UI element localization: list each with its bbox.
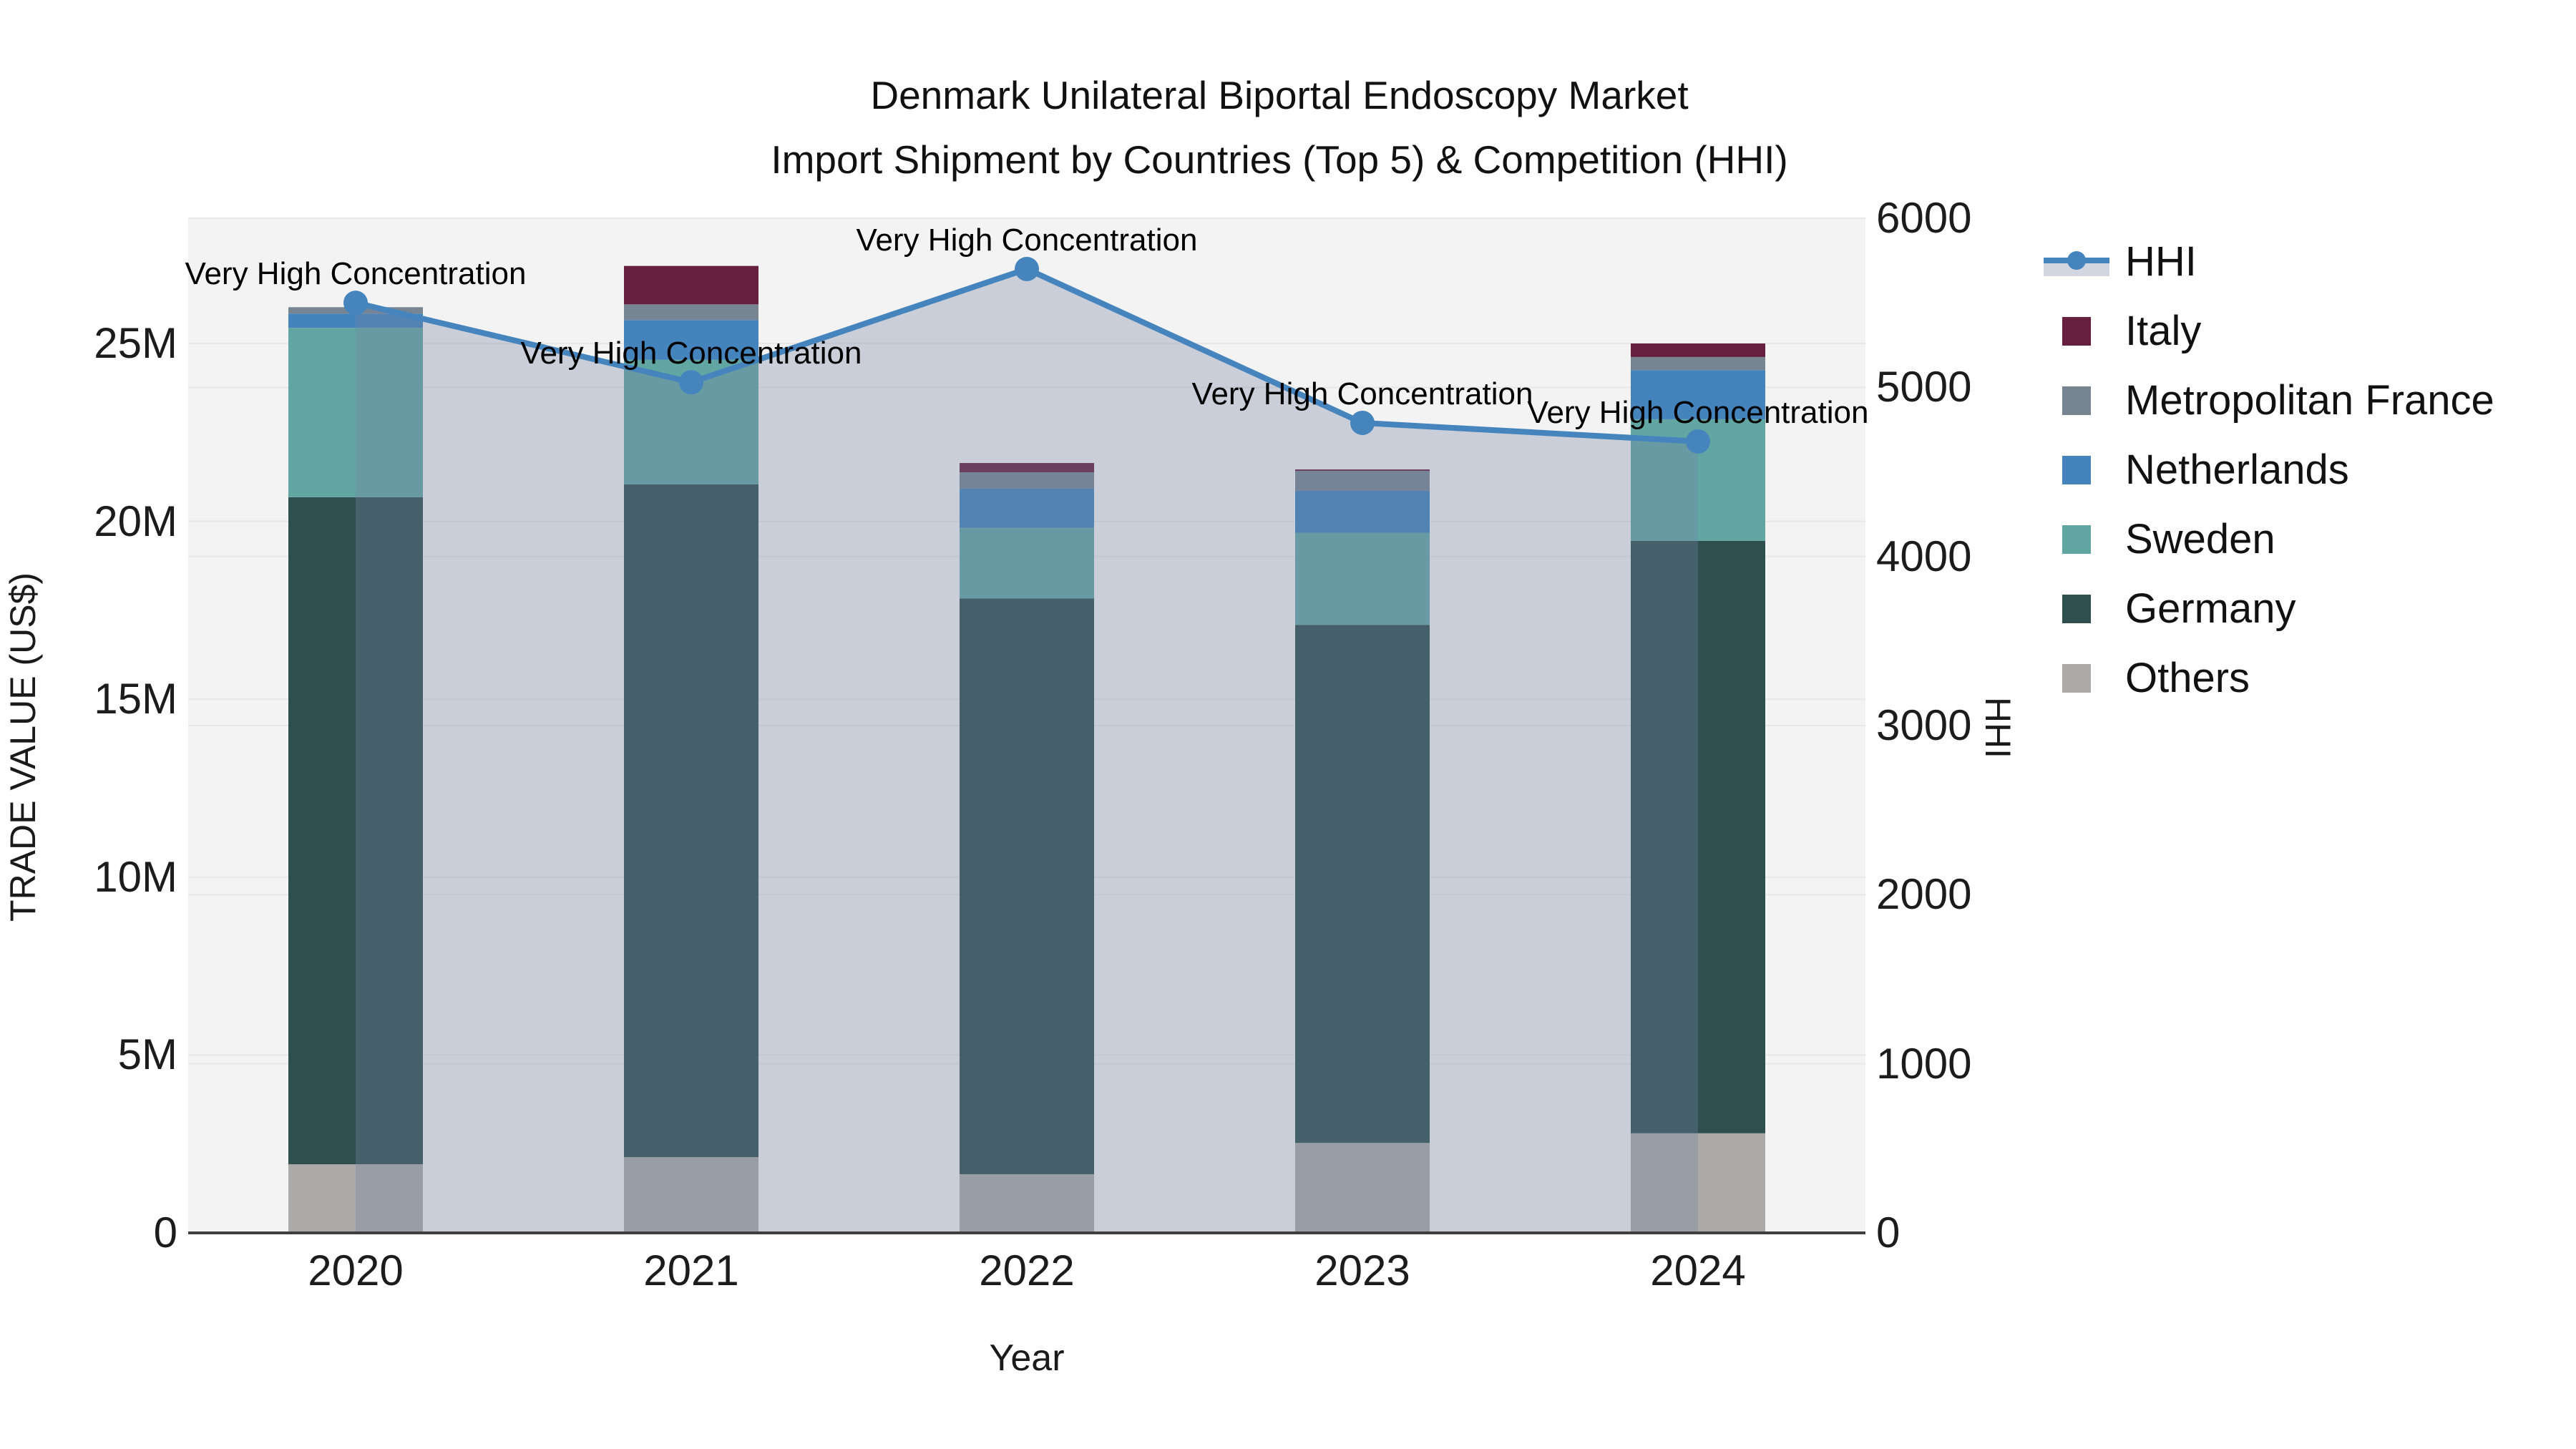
legend-color-swatch-icon bbox=[2044, 449, 2109, 492]
legend-color-swatch-icon bbox=[2044, 310, 2109, 353]
bar-segment-netherlands-2024[interactable] bbox=[1631, 370, 1765, 419]
bar-segment-sweden-2023[interactable] bbox=[1295, 532, 1430, 625]
color-square-icon bbox=[2062, 386, 2091, 415]
legend-color-swatch-icon bbox=[2044, 657, 2109, 700]
hhi-annotation-2020: Very High Concentration bbox=[185, 256, 527, 292]
legend-label: Sweden bbox=[2125, 516, 2275, 562]
legend-color-swatch-icon bbox=[2044, 587, 2109, 630]
y-right-tick-3000: 3000 bbox=[1876, 701, 1972, 749]
color-square-icon bbox=[2062, 525, 2091, 554]
y-left-tick-15M: 15M bbox=[94, 675, 177, 723]
chart-title-line1: Denmark Unilateral Biportal Endoscopy Ma… bbox=[870, 73, 1689, 117]
color-square-icon bbox=[2062, 663, 2091, 693]
bar-segment-others-2020[interactable] bbox=[288, 1164, 423, 1233]
bar-segment-sweden-2022[interactable] bbox=[960, 527, 1094, 599]
chart-title: Denmark Unilateral Biportal Endoscopy Ma… bbox=[564, 63, 1995, 192]
y-left-tick-0: 0 bbox=[153, 1209, 177, 1257]
x-tick-2022: 2022 bbox=[979, 1246, 1075, 1294]
legend-color-swatch-icon bbox=[2044, 518, 2109, 561]
bar-segment-others-2024[interactable] bbox=[1631, 1133, 1765, 1233]
bar-segment-others-2022[interactable] bbox=[960, 1174, 1094, 1233]
bar-segment-netherlands-2022[interactable] bbox=[960, 488, 1094, 528]
x-tick-2024: 2024 bbox=[1650, 1246, 1746, 1294]
y-right-tick-6000: 6000 bbox=[1876, 194, 1972, 242]
hhi-marker-2022[interactable] bbox=[1015, 256, 1039, 281]
color-square-icon bbox=[2062, 594, 2091, 623]
y-left-tick-25M: 25M bbox=[94, 319, 177, 367]
hhi-annotation-2024: Very High Concentration bbox=[1527, 394, 1869, 430]
hhi-area-fill bbox=[356, 268, 1698, 1233]
color-square-icon bbox=[2062, 455, 2091, 484]
hhi-marker-2021[interactable] bbox=[679, 370, 703, 395]
y-left-tick-10M: 10M bbox=[94, 852, 177, 901]
legend-color-swatch-icon bbox=[2044, 379, 2109, 422]
bar-segment-metropolitan-france-2022[interactable] bbox=[960, 472, 1094, 489]
hhi-marker-swatch bbox=[2067, 250, 2086, 270]
bar-segment-italy-2021[interactable] bbox=[624, 265, 758, 305]
bar-segment-others-2021[interactable] bbox=[624, 1157, 758, 1233]
bar-segment-italy-2024[interactable] bbox=[1631, 343, 1765, 357]
legend-line-swatch-icon bbox=[2044, 240, 2109, 283]
y-left-tick-20M: 20M bbox=[94, 497, 177, 545]
legend-label: Netherlands bbox=[2125, 447, 2349, 493]
legend-label: Italy bbox=[2125, 308, 2202, 354]
legend-label: HHI bbox=[2125, 238, 2197, 285]
legend-item-hhi[interactable]: HHI bbox=[2044, 227, 2494, 296]
x-tick-2020: 2020 bbox=[308, 1246, 404, 1294]
y-right-tick-0: 0 bbox=[1876, 1209, 1901, 1257]
bar-segment-germany-2023[interactable] bbox=[1295, 625, 1430, 1143]
bar-segment-germany-2024[interactable] bbox=[1631, 540, 1765, 1133]
bar-segment-netherlands-2021[interactable] bbox=[624, 320, 758, 360]
chart-title-line2: Import Shipment by Countries (Top 5) & C… bbox=[771, 137, 1788, 182]
hhi-marker-2024[interactable] bbox=[1686, 429, 1710, 454]
bar-segment-others-2023[interactable] bbox=[1295, 1143, 1430, 1233]
color-square-icon bbox=[2062, 316, 2091, 346]
bar-segment-germany-2020[interactable] bbox=[288, 497, 423, 1165]
hhi-annotation-2022: Very High Concentration bbox=[856, 222, 1198, 258]
y-left-tick-5M: 5M bbox=[117, 1030, 177, 1079]
x-tick-2021: 2021 bbox=[643, 1246, 739, 1294]
legend-label: Germany bbox=[2125, 585, 2296, 632]
legend-item-others[interactable]: Others bbox=[2044, 643, 2494, 713]
x-tick-2023: 2023 bbox=[1314, 1246, 1410, 1294]
bar-segment-metropolitan-france-2021[interactable] bbox=[624, 304, 758, 321]
bar-segment-italy-2023[interactable] bbox=[1295, 469, 1430, 472]
bar-segment-germany-2022[interactable] bbox=[960, 598, 1094, 1174]
legend-item-germany[interactable]: Germany bbox=[2044, 574, 2494, 643]
legend: HHI Italy Metropolitan France Netherlands Sw… bbox=[2044, 227, 2494, 713]
legend-item-netherlands[interactable]: Netherlands bbox=[2044, 435, 2494, 504]
hhi-annotation-2021: Very High Concentration bbox=[520, 336, 862, 371]
y-right-tick-4000: 4000 bbox=[1876, 532, 1972, 580]
hhi-marker-2023[interactable] bbox=[1350, 410, 1375, 435]
y-right-tick-5000: 5000 bbox=[1876, 363, 1972, 411]
bar-segment-metropolitan-france-2023[interactable] bbox=[1295, 471, 1430, 491]
hhi-marker-2020[interactable] bbox=[343, 291, 368, 316]
bar-segment-sweden-2020[interactable] bbox=[288, 328, 423, 497]
legend-label: Others bbox=[2125, 655, 2250, 701]
legend-label: Metropolitan France bbox=[2125, 377, 2494, 424]
bar-segment-metropolitan-france-2024[interactable] bbox=[1631, 356, 1765, 371]
legend-item-italy[interactable]: Italy bbox=[2044, 296, 2494, 366]
y-right-tick-1000: 1000 bbox=[1876, 1039, 1972, 1088]
bar-segment-netherlands-2023[interactable] bbox=[1295, 490, 1430, 533]
bar-segment-netherlands-2020[interactable] bbox=[288, 313, 423, 328]
hhi-annotation-2023: Very High Concentration bbox=[1191, 376, 1533, 411]
y-right-tick-2000: 2000 bbox=[1876, 870, 1972, 919]
bar-segment-germany-2021[interactable] bbox=[624, 484, 758, 1158]
x-axis-title: Year bbox=[989, 1337, 1065, 1379]
bar-segment-italy-2022[interactable] bbox=[960, 463, 1094, 472]
legend-item-sweden[interactable]: Sweden bbox=[2044, 504, 2494, 574]
legend-item-metropolitan-france[interactable]: Metropolitan France bbox=[2044, 366, 2494, 435]
